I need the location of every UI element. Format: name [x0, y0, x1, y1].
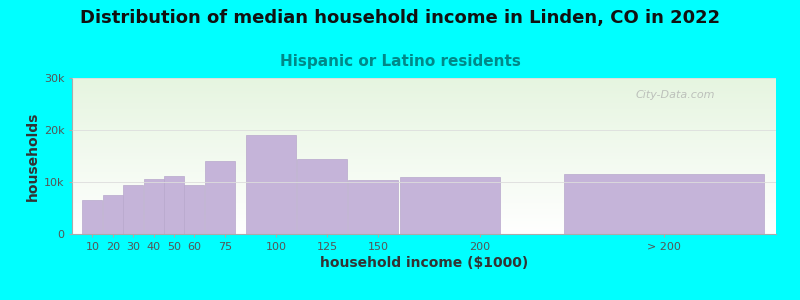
Bar	[246, 135, 296, 234]
X-axis label: household income ($1000): household income ($1000)	[320, 256, 528, 270]
Bar	[205, 161, 235, 234]
Bar	[164, 176, 184, 234]
Bar	[564, 174, 764, 234]
Bar	[123, 184, 143, 234]
Text: Distribution of median household income in Linden, CO in 2022: Distribution of median household income …	[80, 9, 720, 27]
Bar	[399, 177, 499, 234]
Bar	[144, 179, 164, 234]
Bar	[82, 200, 102, 234]
Bar	[103, 195, 123, 234]
Bar	[185, 184, 205, 234]
Y-axis label: households: households	[26, 111, 39, 201]
Text: City-Data.com: City-Data.com	[635, 91, 714, 100]
Bar	[297, 159, 347, 234]
Bar	[348, 180, 398, 234]
Text: Hispanic or Latino residents: Hispanic or Latino residents	[279, 54, 521, 69]
